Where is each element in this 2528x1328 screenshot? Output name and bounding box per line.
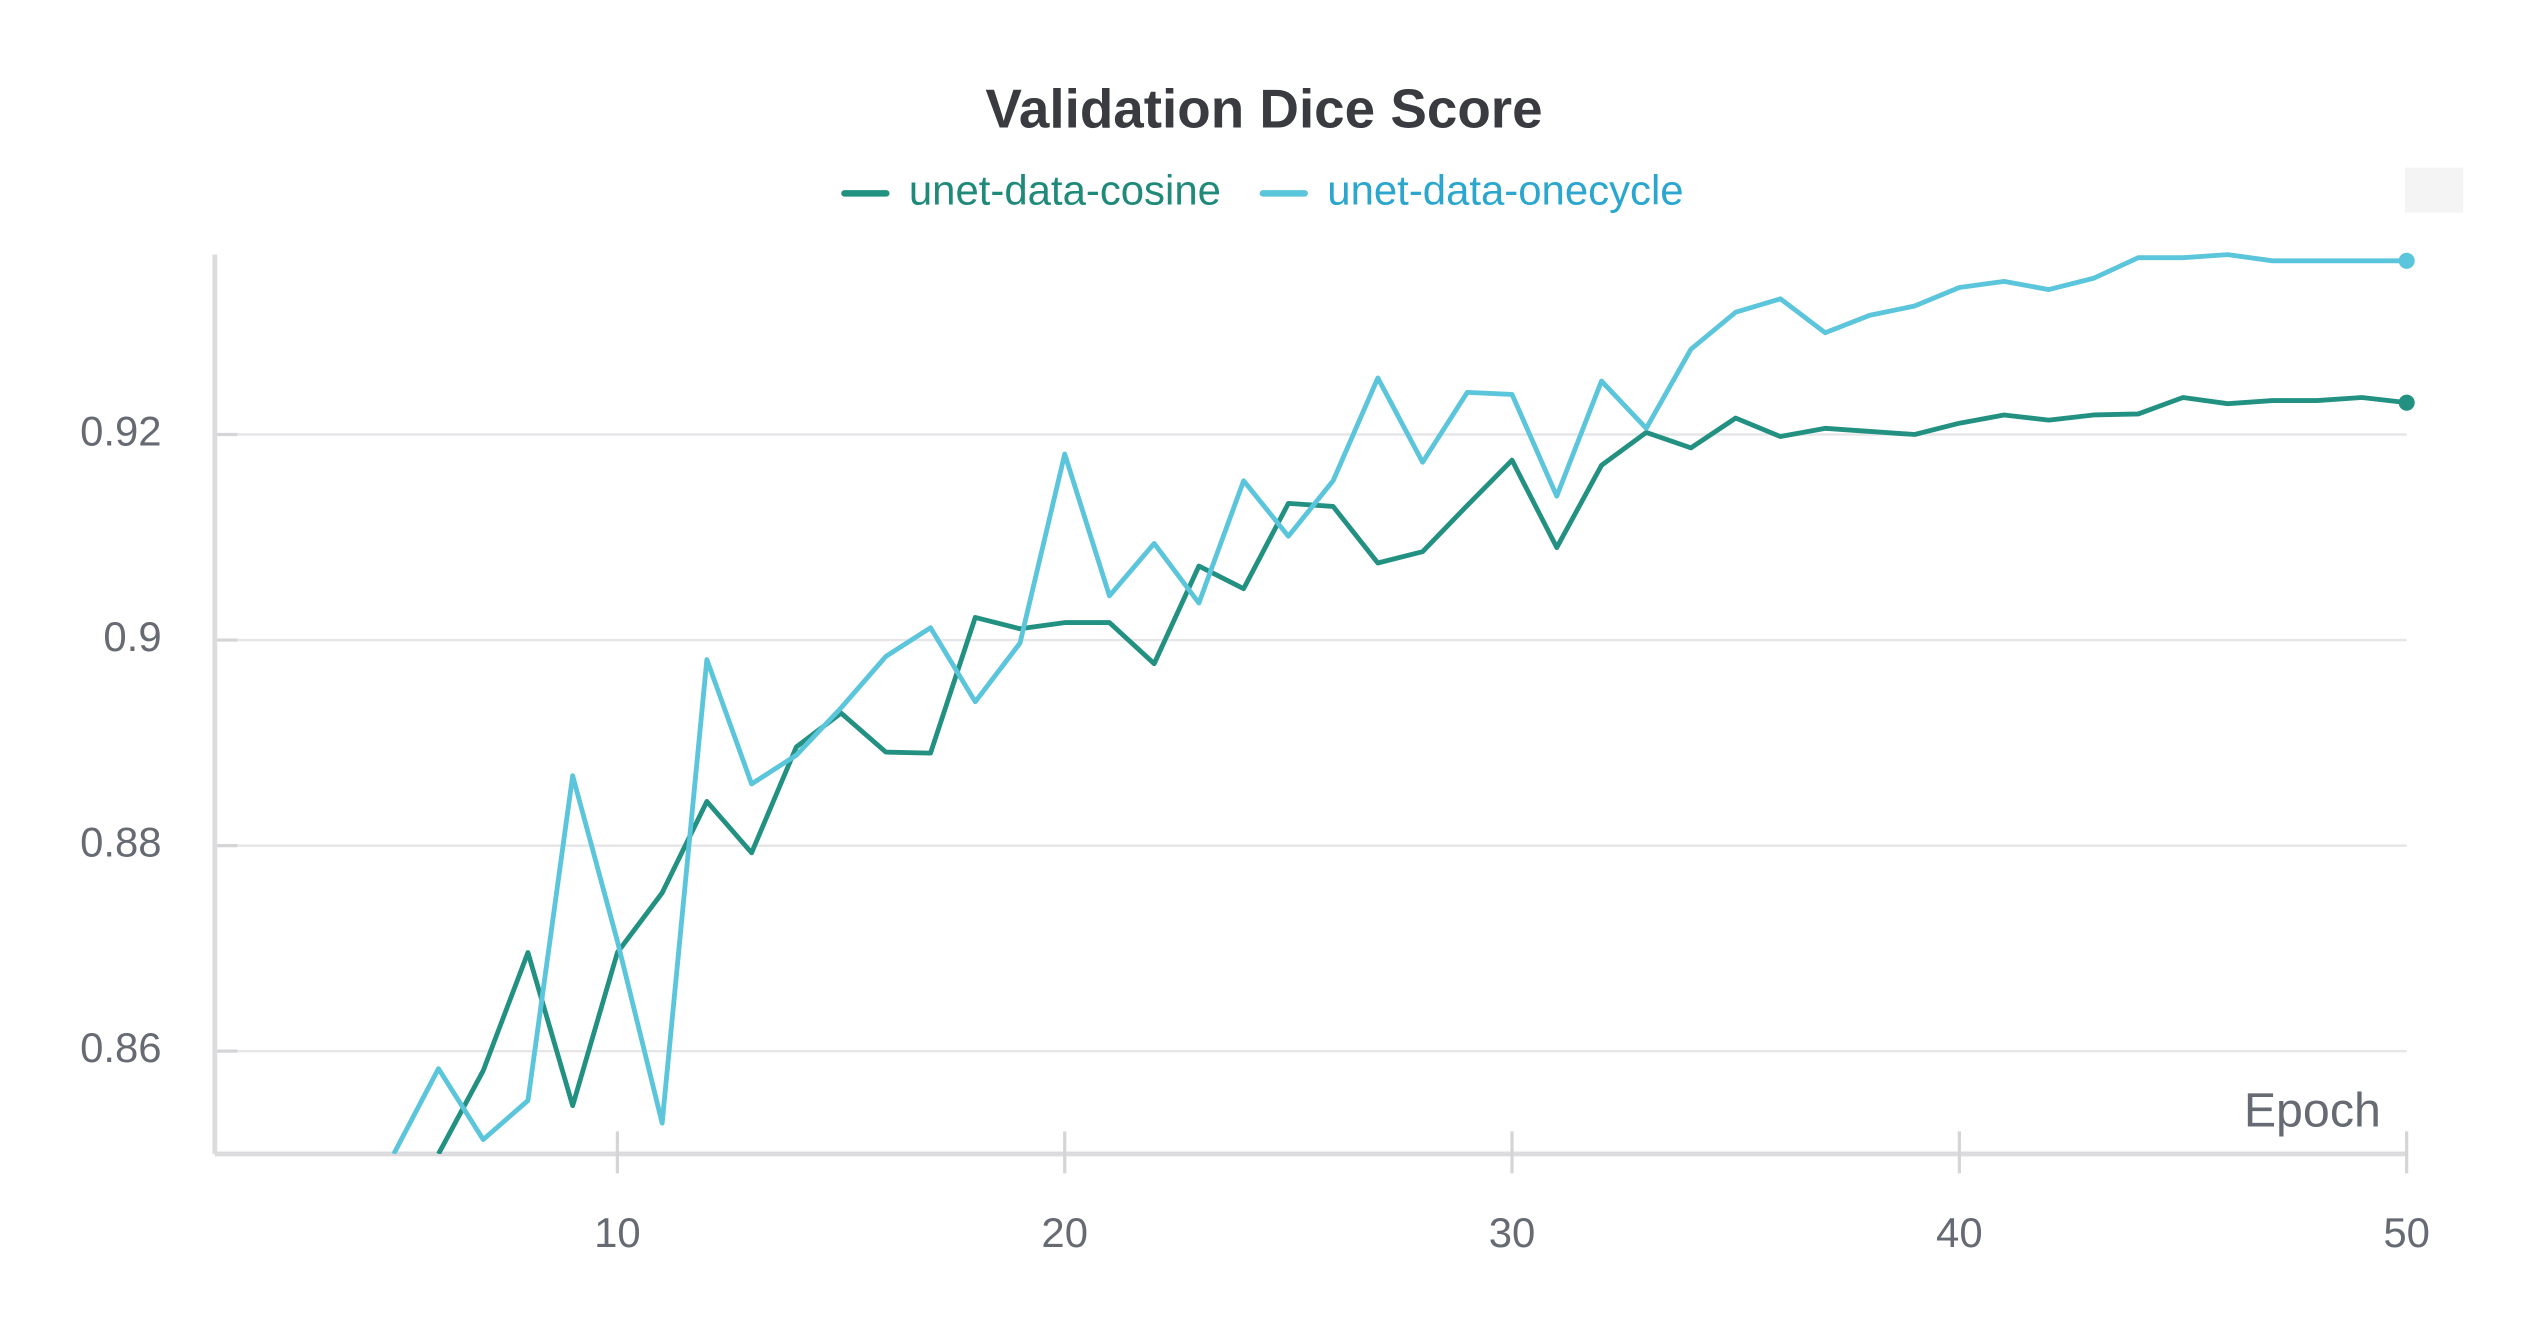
series-line bbox=[436, 395, 2407, 1154]
x-tick-label: 40 bbox=[1936, 1209, 1983, 1256]
series-line bbox=[391, 252, 2407, 1154]
x-tick-label: 50 bbox=[2383, 1209, 2430, 1256]
x-tick-label: 30 bbox=[1489, 1209, 1536, 1256]
x-axis-label: Epoch bbox=[2244, 1083, 2381, 1137]
grid: 0.86 0.88 0.9 0.92 10 20 30 40 50 bbox=[80, 254, 2430, 1256]
chart-title: Validation Dice Score bbox=[985, 77, 1542, 139]
plot-lines bbox=[391, 252, 2407, 1154]
legend-entry: unet-data-onecycle bbox=[1259, 166, 1684, 213]
legend-entry: unet-data-cosine bbox=[841, 166, 1221, 213]
y-tick-label: 0.88 bbox=[80, 819, 162, 866]
legend: unet-data-cosine unet-data-onecycle bbox=[841, 166, 1684, 213]
y-tick-label: 0.9 bbox=[103, 613, 161, 660]
end-point bbox=[2398, 394, 2415, 411]
y-tick-label: 0.92 bbox=[80, 408, 162, 455]
x-tick-label: 10 bbox=[594, 1209, 641, 1256]
y-tick-label: 0.86 bbox=[80, 1024, 162, 1071]
panel-button[interactable] bbox=[2405, 167, 2464, 213]
legend-label: unet-data-onecycle bbox=[1327, 166, 1683, 213]
end-point bbox=[2398, 252, 2415, 269]
legend-label: unet-data-cosine bbox=[909, 166, 1221, 213]
x-tick-label: 20 bbox=[1041, 1209, 1088, 1256]
